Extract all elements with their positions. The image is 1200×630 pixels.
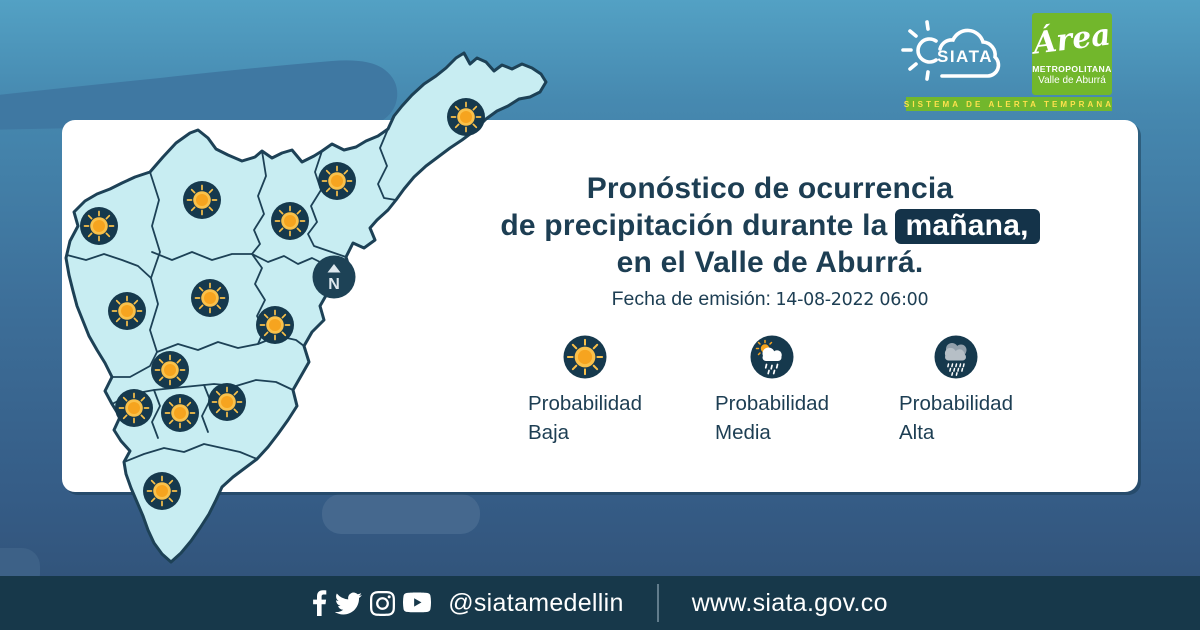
footer-divider (656, 584, 659, 622)
legend-label: Probabilidad Baja (528, 392, 642, 444)
instagram-icon[interactable] (370, 590, 396, 616)
siata-logo-text: SIATA (937, 47, 993, 66)
legend-item-baja: Probabilidad Baja (485, 334, 685, 447)
sun-rain-icon (750, 335, 794, 379)
legend-label: Probabilidad Alta (899, 392, 1013, 444)
title-line-3: en el Valle de Aburrá. (616, 246, 924, 279)
alert-system-banner: SISTEMA DE ALERTA TEMPRANA (904, 97, 1112, 111)
legend-label: Probabilidad Media (715, 392, 829, 444)
area-metropolitana-logo: Área METROPOLITANA Valle de Aburrá (1032, 13, 1112, 95)
facebook-icon[interactable] (312, 590, 327, 616)
area-logo-line2: METROPOLITANA (1032, 64, 1112, 74)
rain-cloud-icon (934, 335, 978, 379)
title-line-2: de precipitación durante la mañana, (425, 207, 1115, 244)
youtube-icon[interactable] (403, 592, 432, 614)
emission-label: Fecha de emisión: (611, 288, 771, 310)
card-content: Pronóstico de ocurrencia de precipitació… (425, 170, 1115, 311)
website-url[interactable]: www.siata.gov.co (691, 588, 888, 617)
emission-row: Fecha de emisión: 14-08-2022 06:00 (425, 288, 1115, 311)
cloud-shape (322, 494, 480, 534)
title-line-1: Pronóstico de ocurrencia (586, 172, 954, 205)
title-highlight: mañana, (894, 209, 1040, 244)
area-logo-script: Área (1032, 17, 1112, 62)
area-logo-line3: Valle de Aburrá (1038, 75, 1106, 86)
legend-item-media: Probabilidad Media (672, 334, 872, 447)
title-line-2-text: de precipitación durante la (500, 209, 888, 242)
social-handle[interactable]: @siatamedellin (448, 588, 624, 617)
footer-bar: @siatamedellin www.siata.gov.co (0, 576, 1200, 630)
legend-item-alta: Probabilidad Alta (856, 334, 1056, 447)
sun-icon (563, 335, 607, 379)
siata-logo: SIATA (901, 20, 1001, 81)
twitter-icon[interactable] (335, 592, 363, 615)
emission-datetime: 14-08-2022 06:00 (775, 290, 929, 310)
social-icons (312, 590, 432, 616)
